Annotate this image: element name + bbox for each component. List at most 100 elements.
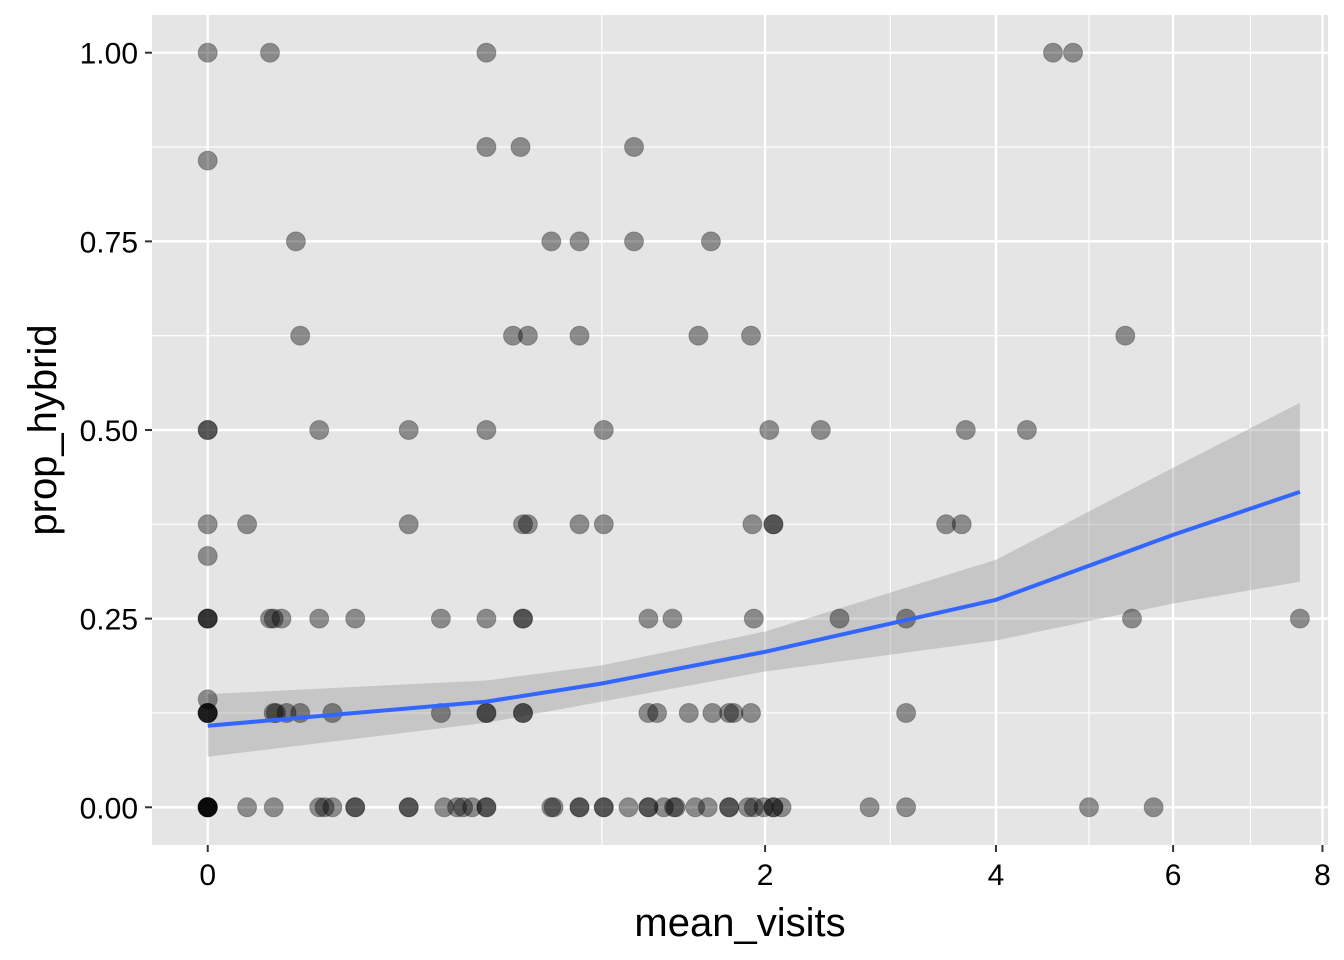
data-point <box>896 797 917 818</box>
data-point <box>197 150 218 171</box>
y-axis: 0.00 0.25 0.50 0.75 1.00 <box>80 38 152 825</box>
data-point <box>759 420 780 440</box>
data-point <box>936 514 957 535</box>
data-point <box>688 325 709 346</box>
trend-line <box>207 490 1301 728</box>
data-point <box>322 797 343 818</box>
data-point <box>430 703 451 723</box>
data-point <box>476 608 497 629</box>
data-point <box>569 797 590 818</box>
data-point <box>197 420 218 440</box>
data-point <box>662 608 683 629</box>
x-tick-label: 6 <box>1165 859 1182 892</box>
data-point <box>197 546 218 566</box>
data-point <box>453 797 474 818</box>
data-point <box>503 325 523 346</box>
data-point <box>271 608 292 629</box>
data-point <box>569 325 590 346</box>
data-point <box>314 797 335 818</box>
data-point <box>569 797 590 818</box>
data-point <box>197 797 218 818</box>
data-point <box>1115 325 1136 346</box>
data-point <box>719 703 740 723</box>
data-point <box>398 797 419 818</box>
data-point <box>513 608 533 629</box>
data-point <box>638 797 659 818</box>
data-point <box>398 797 419 818</box>
data-point <box>345 797 366 818</box>
data-point <box>763 514 784 535</box>
major-grid <box>152 15 1328 845</box>
data-point <box>1289 608 1310 629</box>
data-point <box>290 325 311 346</box>
data-point <box>197 797 218 818</box>
data-point <box>447 797 467 818</box>
data-point <box>197 797 218 818</box>
x-axis-title: mean_visits <box>634 901 845 945</box>
data-point <box>593 797 614 818</box>
data-point <box>702 703 723 723</box>
data-point <box>771 797 792 818</box>
data-point <box>569 514 590 535</box>
data-point <box>197 42 218 63</box>
data-point <box>638 608 659 629</box>
data-point <box>398 420 419 440</box>
data-point <box>513 608 533 629</box>
data-point <box>593 420 614 440</box>
data-point <box>1143 797 1164 818</box>
data-point <box>951 514 972 535</box>
data-point <box>510 137 531 157</box>
data-point <box>624 231 644 252</box>
data-point <box>741 703 761 723</box>
data-point <box>543 797 564 818</box>
data-point <box>260 42 280 63</box>
data-point <box>513 514 533 535</box>
data-point <box>664 797 684 818</box>
data-point <box>638 703 659 723</box>
data-point <box>700 231 721 252</box>
data-point <box>753 797 774 818</box>
data-point <box>476 797 497 818</box>
data-point <box>1043 42 1063 63</box>
data-point <box>859 797 880 818</box>
data-point <box>1122 608 1142 629</box>
y-tick-label: 0.50 <box>80 415 138 448</box>
data-point <box>263 797 284 818</box>
data-point <box>197 514 218 535</box>
data-point <box>345 608 366 629</box>
data-point <box>517 325 538 346</box>
data-point <box>955 420 976 440</box>
data-point <box>541 797 562 818</box>
data-point <box>398 514 419 535</box>
data-point <box>647 703 668 723</box>
data-point <box>476 703 497 723</box>
data-point <box>738 797 759 818</box>
data-point <box>653 797 674 818</box>
x-tick-label: 0 <box>199 859 216 892</box>
data-point <box>763 797 784 818</box>
data-point <box>197 703 218 723</box>
data-point <box>263 608 284 629</box>
data-point <box>285 231 306 252</box>
data-point <box>569 231 590 252</box>
x-axis: 0 2 4 6 8 <box>199 845 1331 892</box>
data-point <box>665 797 686 818</box>
data-point <box>1016 420 1037 440</box>
data-point <box>309 420 330 440</box>
data-point <box>678 703 699 723</box>
data-point <box>517 514 538 535</box>
confidence-band <box>207 402 1300 757</box>
data-point <box>309 797 330 818</box>
data-point <box>197 420 218 440</box>
data-point <box>1079 797 1099 818</box>
data-point <box>1063 42 1083 63</box>
data-point <box>237 797 258 818</box>
y-tick-label: 0.25 <box>80 604 138 637</box>
data-point <box>624 137 644 157</box>
x-tick-label: 2 <box>757 859 774 892</box>
x-tick-label: 8 <box>1314 859 1331 892</box>
data-point <box>763 514 784 535</box>
data-point <box>476 137 497 157</box>
data-point <box>593 797 614 818</box>
